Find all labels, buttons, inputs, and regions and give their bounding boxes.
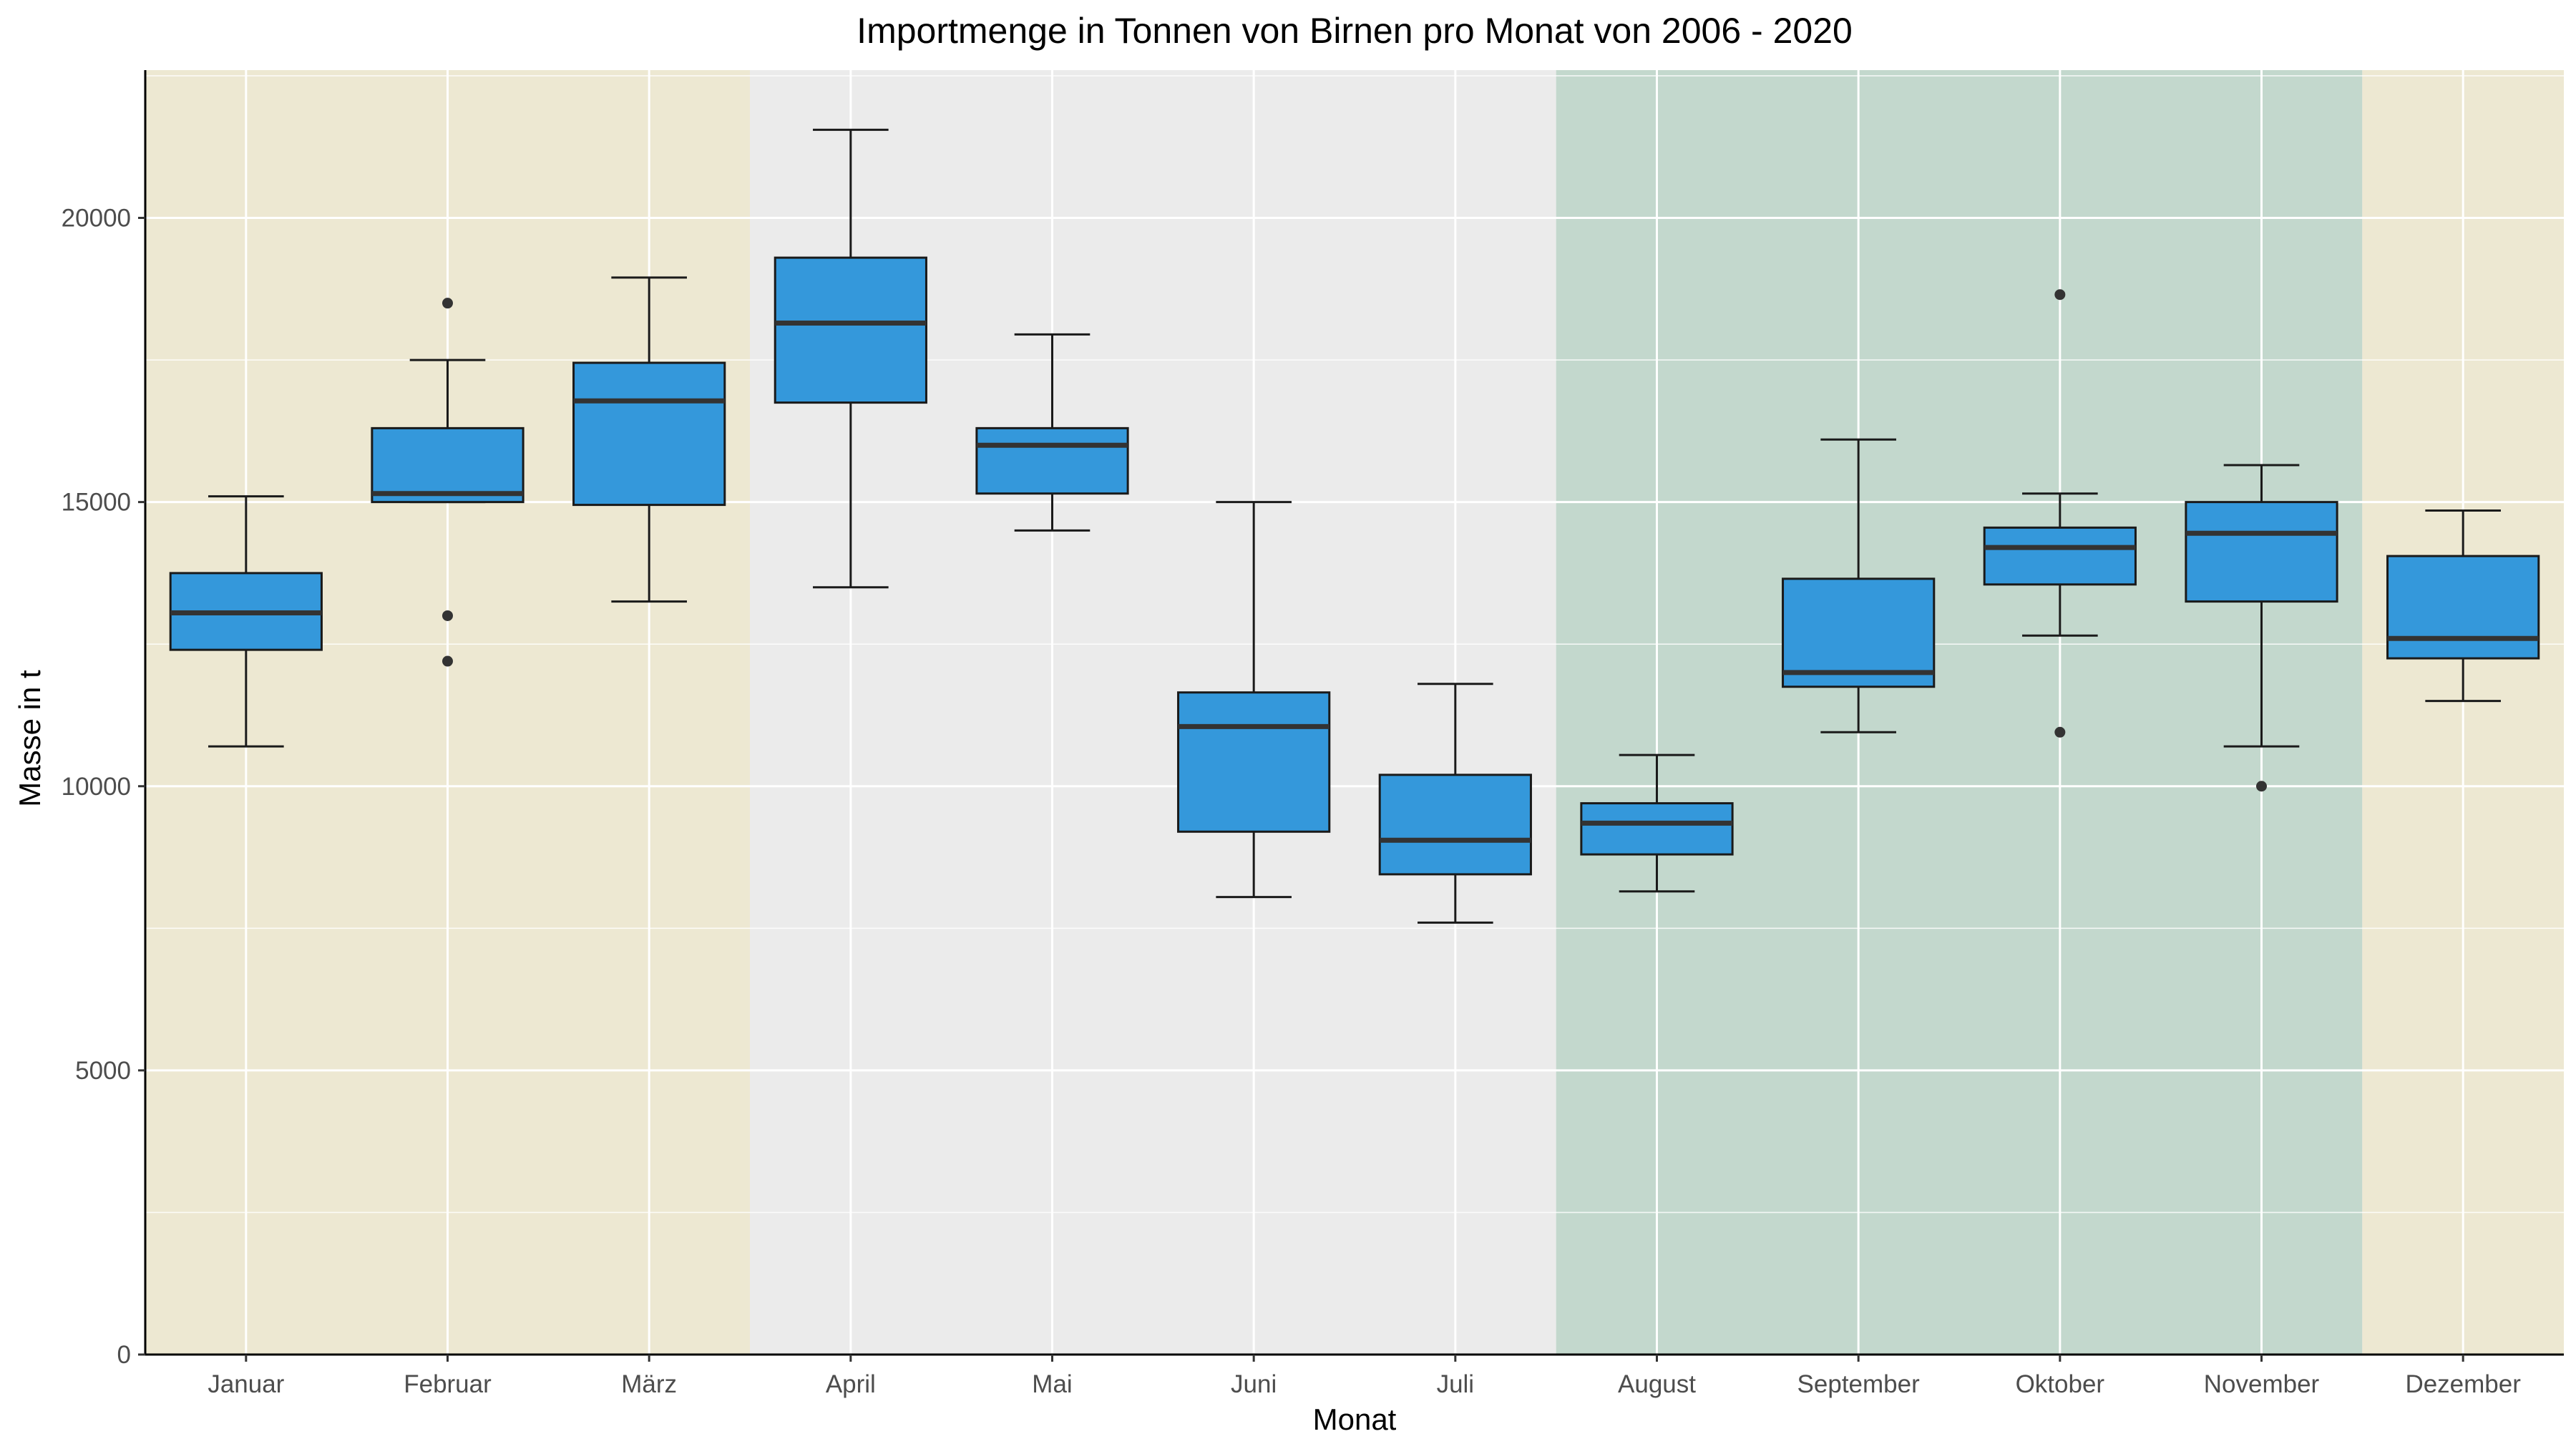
outlier-point: [2054, 289, 2066, 301]
box-november: [2185, 464, 2338, 792]
x-tick-label: September: [1797, 1370, 1921, 1398]
box-juni: [1177, 501, 1331, 899]
box-body: [371, 426, 525, 504]
box-mai: [975, 333, 1129, 532]
y-tick-label: 20000: [62, 205, 131, 233]
box-series: [169, 128, 2540, 924]
tick-labels: 0 5000 10000 15000 20000 Januar Februar März Apr…: [62, 205, 2522, 1398]
y-tick-label: 0: [117, 1341, 131, 1369]
box-september: [1782, 438, 1936, 733]
outlier-point: [442, 610, 453, 621]
box-body: [975, 426, 1129, 495]
x-tick-label: Mai: [1032, 1370, 1072, 1398]
x-tick-label: Oktober: [2016, 1370, 2105, 1398]
x-tick-label: November: [2204, 1370, 2320, 1398]
x-tick-label: Februar: [404, 1370, 492, 1398]
outlier-point: [442, 298, 453, 309]
box-body: [1378, 774, 1532, 876]
box-body: [572, 361, 726, 507]
y-tick-label: 5000: [75, 1057, 131, 1085]
x-tick-label: Dezember: [2405, 1370, 2521, 1398]
y-tick-label: 10000: [62, 773, 131, 801]
x-tick-label: August: [1618, 1370, 1696, 1398]
box-body: [2386, 555, 2540, 660]
y-axis-title: Masse in t: [13, 670, 47, 807]
box-juli: [1378, 683, 1532, 924]
x-tick-label: Januar: [208, 1370, 284, 1398]
chart-title: Importmenge in Tonnen von Birnen pro Mon…: [857, 11, 1853, 51]
box-februar: [371, 298, 525, 667]
box-body: [1580, 802, 1734, 856]
box-märz: [572, 276, 726, 603]
x-tick-label: April: [826, 1370, 876, 1398]
box-august: [1580, 753, 1734, 893]
box-april: [774, 128, 927, 589]
outlier-point: [2256, 781, 2267, 792]
axes: [144, 70, 2564, 1356]
season-band-3: [1556, 70, 2363, 1355]
x-tick-label: März: [621, 1370, 677, 1398]
box-body: [1177, 691, 1331, 833]
x-axis-title: Monat: [1313, 1402, 1397, 1436]
season-bands: [145, 70, 2564, 1355]
y-tick-label: 15000: [62, 489, 131, 517]
box-januar: [169, 495, 323, 748]
x-tick-label: Juni: [1231, 1370, 1277, 1398]
box-dezember: [2386, 509, 2540, 703]
outlier-point: [442, 655, 453, 667]
box-body: [774, 256, 927, 404]
box-body: [1782, 577, 1936, 688]
box-oktober: [1983, 289, 2137, 738]
x-tick-label: Juli: [1437, 1370, 1475, 1398]
box-body: [1983, 526, 2137, 586]
outlier-point: [2054, 726, 2066, 738]
box-body: [2185, 501, 2338, 603]
